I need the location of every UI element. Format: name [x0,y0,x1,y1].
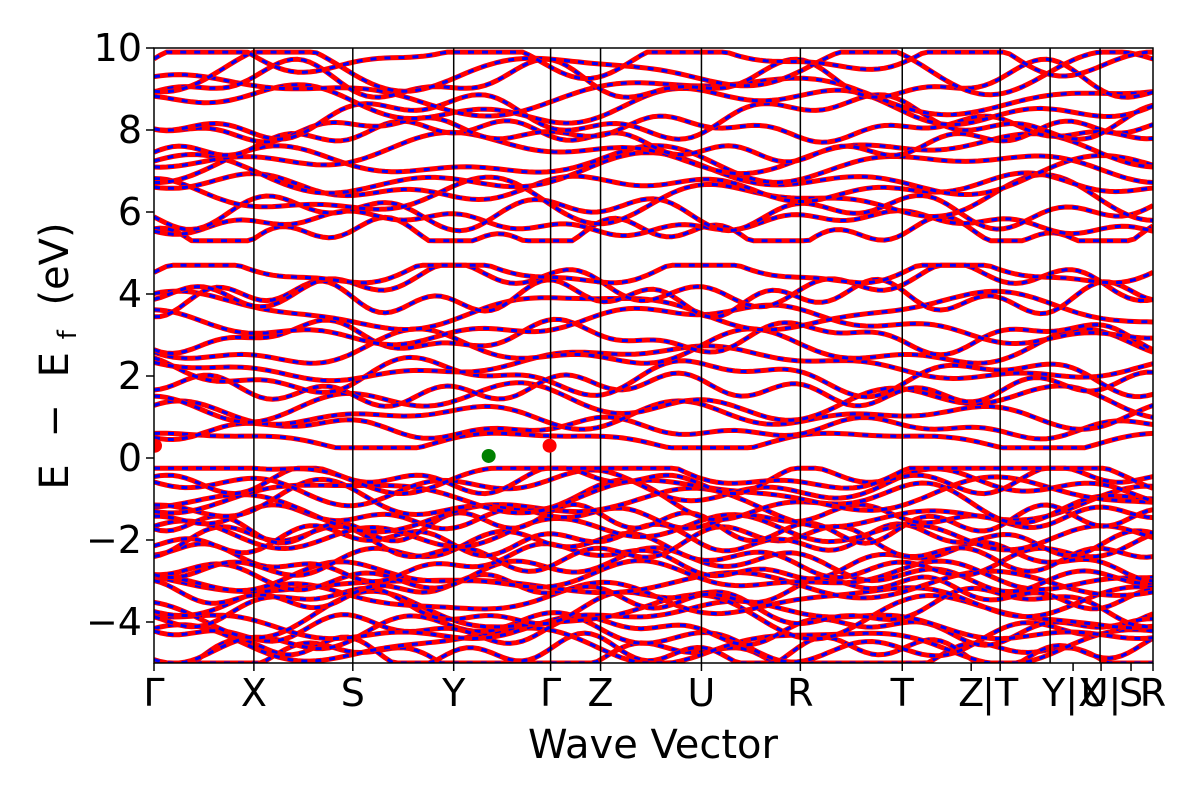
y-tick-label: 4 [118,272,142,316]
y-axis-label-unit: (eV) [32,222,78,305]
band-line-spin-down [154,467,1153,508]
x-tick-label: R [787,671,813,715]
band-line-spin-down [154,327,1153,365]
band-line-spin-down [154,93,1153,141]
y-axis-label-subscript: f [53,329,83,339]
band-line-spin-down [154,529,1153,580]
plot-frame [153,47,1154,664]
band-line-spin-down [154,466,1153,495]
band-line-spin-down [154,209,1153,238]
y-tick-label: 8 [118,108,142,152]
x-tick-label: R [1140,671,1166,715]
x-tick-label: Z [588,671,614,715]
x-tick-label: S [1119,671,1143,715]
extrema-markers [154,438,557,463]
band-line-spin-down [154,57,1153,99]
x-tick-label: S [341,671,365,715]
band-line-spin-down [154,586,1153,629]
x-tick-label: Y [441,671,466,715]
band-line-spin-down [154,130,1153,176]
band-line-spin-up [154,193,1153,234]
band-line-spin-down [154,502,1153,545]
y-axis-label: E − E f (eV) [32,222,86,489]
x-tick-label: |T [982,671,1019,716]
x-tick-label: U [688,671,716,715]
x-tick-label: Y|X [1041,671,1104,716]
y-tick-label: 2 [118,354,142,398]
band-line-spin-down [154,317,1153,357]
band-line-spin-down [154,415,1153,442]
y-tick-label: −4 [86,600,142,644]
high-symmetry-lines [253,48,1101,663]
y-axis-label-e: E [32,464,78,489]
band-line-spin-down [154,546,1153,594]
x-tick-label: Z [958,671,984,715]
cbm-marker [154,438,162,453]
band-line-spin-down [154,524,1153,573]
x-tick-label: Γ [540,671,561,715]
band-lines [154,49,1153,663]
x-tick-label: U| [1081,671,1122,716]
band-line-spin-down [154,466,1153,496]
band-line-spin-down [154,119,1153,164]
y-axis-label-minus: − [32,404,78,438]
x-axis-ticks: Γ X S Y Γ Z U R T Z|T Y|XU|SR [143,663,1166,716]
band-line-spin-down [154,50,1153,81]
band-line-spin-down [154,73,1153,118]
band-line-spin-down [154,263,1153,285]
y-axis-label-e2: E [32,352,78,377]
band-line-spin-down [154,355,1153,399]
band-line-spin-down [154,303,1153,347]
band-line-spin-down [154,263,1153,309]
y-tick-label: −2 [86,518,142,562]
band-line-spin-down [154,173,1153,226]
band-line-spin-up [154,430,1153,451]
band-line-spin-down [154,381,1153,424]
y-tick-label: 6 [118,190,142,234]
x-axis-label: Wave Vector [528,722,779,768]
band-line-spin-down [154,344,1153,383]
band-line-spin-down [154,144,1153,184]
x-tick-label: X [241,671,267,715]
band-line-spin-down [154,214,1153,243]
band-line-spin-up [154,369,1153,409]
band-line-spin-down [154,613,1153,647]
cbm-marker [542,438,557,453]
vbm-marker [481,448,496,463]
x-tick-label: T [890,671,915,715]
x-tick-label: Γ [143,671,164,715]
band-line-spin-down [154,475,1153,515]
band-line-spin-down [154,484,1153,534]
band-line-spin-down [154,572,1153,611]
band-line-spin-down [154,399,1153,431]
y-axis-ticks: −4 −2 0 2 4 6 8 10 [86,26,154,644]
band-line-spin-down [154,50,1153,97]
y-tick-label: 10 [94,26,142,70]
band-line-spin-down [154,599,1153,641]
y-tick-label: 0 [118,436,142,480]
band-line-spin-down [154,513,1153,552]
band-line-spin-down [154,540,1153,584]
band-line-spin-down [154,631,1153,663]
band-line-spin-down [154,151,1153,197]
